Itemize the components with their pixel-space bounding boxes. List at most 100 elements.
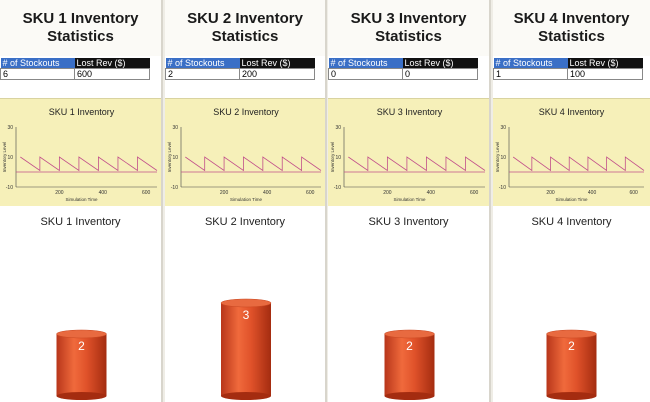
chart-title: SKU 2 Inventory (213, 107, 279, 117)
bar-title: SKU 1 Inventory (40, 216, 121, 228)
line-chart-panel[interactable]: SKU 2 Inventory 30 10 -10 200 400 600 Simulati… (165, 98, 325, 208)
x-tick-label: 600 (629, 190, 638, 196)
lost-rev-header: Lost Rev ($) (74, 58, 150, 69)
cylinder-gauge: 2 (384, 329, 435, 400)
cylinder-value-label: 2 (406, 339, 413, 353)
stats-table: # of Stockouts Lost Rev ($) 1 100 (493, 58, 643, 80)
stockouts-header: # of Stockouts (328, 58, 403, 69)
plot-area: 30 10 -10 200 400 600 Simulation Time Inventory… (167, 125, 322, 202)
y-tick-label: 30 (7, 125, 13, 131)
cylinder-bottom (546, 392, 597, 400)
cylinder-value-label: 3 (243, 308, 250, 322)
x-tick-label: 200 (220, 190, 229, 196)
inventory-line-chart: SKU 1 Inventory 30 10 -10 200 400 600 Simulati… (2, 107, 158, 202)
stockouts-value[interactable]: 1 (493, 68, 568, 80)
cylinder-value-label: 2 (78, 339, 85, 353)
x-tick-label: 200 (55, 190, 64, 196)
sku-title: SKU 2 Inventory Statistics (165, 0, 325, 56)
chart-title: SKU 1 Inventory (49, 107, 115, 117)
lost-rev-header: Lost Rev ($) (239, 58, 315, 69)
inventory-line-chart: SKU 2 Inventory 30 10 -10 200 400 600 Simulati… (167, 107, 322, 202)
stats-table-area: # of Stockouts Lost Rev ($) 1 100 (493, 56, 650, 98)
cylinder-top (220, 298, 272, 308)
lost-rev-value[interactable]: 0 (402, 68, 478, 80)
stats-table: # of Stockouts Lost Rev ($) 0 0 (328, 58, 478, 80)
y-tick-label: -10 (499, 185, 506, 191)
y-tick-label: 10 (172, 155, 178, 161)
y-tick-label: 10 (335, 155, 341, 161)
stockouts-header: # of Stockouts (0, 58, 75, 69)
lost-rev-header: Lost Rev ($) (567, 58, 643, 69)
cylinder-group: 3 (220, 298, 272, 400)
x-axis-label: Simulation Time (555, 197, 588, 202)
cylinder-gauge: 3 (220, 298, 272, 400)
cylinder-top (56, 329, 107, 339)
bar-panel[interactable]: SKU 3 Inventory 2 (328, 206, 489, 402)
line-chart-panel[interactable]: SKU 1 Inventory 30 10 -10 200 400 600 Simulati… (0, 98, 161, 208)
y-axis-label: Inventory Level (330, 142, 335, 173)
plot-area: 30 10 -10 200 400 600 Simulation Time Inventory… (2, 125, 158, 202)
sku-panel-1: SKU 1 Inventory Statistics # of Stockout… (0, 0, 163, 402)
plot-area: 30 10 -10 200 400 600 Simulation Time Inventory… (495, 125, 645, 202)
cylinder-body (546, 334, 597, 396)
x-tick-label: 400 (427, 190, 436, 196)
cylinder-gauge: 2 (56, 329, 107, 400)
lost-rev-value[interactable]: 600 (74, 68, 150, 80)
sku-title: SKU 4 Inventory Statistics (493, 0, 650, 56)
stats-table-area: # of Stockouts Lost Rev ($) 6 600 (0, 56, 161, 98)
line-chart-panel[interactable]: SKU 3 Inventory 30 10 -10 200 400 600 Simulati… (328, 98, 489, 208)
x-tick-label: 200 (383, 190, 392, 196)
stockouts-value[interactable]: 6 (0, 68, 75, 80)
chart-title: SKU 3 Inventory (377, 107, 443, 117)
chart-title: SKU 4 Inventory (539, 107, 605, 117)
x-tick-label: 400 (99, 190, 108, 196)
y-tick-label: 10 (500, 155, 506, 161)
x-axis-label: Simulation Time (65, 197, 98, 202)
stats-table: # of Stockouts Lost Rev ($) 6 600 (0, 58, 150, 80)
lost-rev-header: Lost Rev ($) (402, 58, 478, 69)
y-tick-label: -10 (171, 185, 178, 191)
sku-panel-3: SKU 3 Inventory Statistics # of Stockout… (328, 0, 491, 402)
cylinder-group: 2 (56, 329, 107, 400)
cylinder-value-label: 2 (568, 339, 575, 353)
cylinder-group: 2 (546, 329, 597, 400)
stats-table-area: # of Stockouts Lost Rev ($) 0 0 (328, 56, 489, 98)
x-axis-label: Simulation Time (230, 197, 263, 202)
lost-rev-value[interactable]: 200 (239, 68, 315, 80)
cylinder-group: 2 (384, 329, 435, 400)
stats-table-area: # of Stockouts Lost Rev ($) 2 200 (165, 56, 325, 98)
x-tick-label: 600 (142, 190, 151, 196)
sku-panel-2: SKU 2 Inventory Statistics # of Stockout… (165, 0, 327, 402)
bar-panel[interactable]: SKU 1 Inventory 2 (0, 206, 161, 402)
inventory-series-line (512, 156, 645, 172)
bar-title: SKU 2 Inventory (204, 216, 286, 228)
inventory-line-chart: SKU 3 Inventory 30 10 -10 200 400 600 Simulati… (330, 107, 486, 202)
lost-rev-value[interactable]: 100 (567, 68, 643, 80)
bar-title: SKU 4 Inventory (531, 216, 612, 228)
cylinder-top (384, 329, 435, 339)
cylinder-bottom (221, 392, 271, 400)
stats-table: # of Stockouts Lost Rev ($) 2 200 (165, 58, 315, 80)
x-tick-label: 400 (263, 190, 272, 196)
inventory-series-line (348, 156, 486, 172)
inventory-line-chart: SKU 4 Inventory 30 10 -10 200 400 600 Simulati… (495, 107, 645, 202)
cylinder-bottom (384, 392, 435, 400)
y-axis-label: Inventory Level (167, 142, 172, 173)
cylinder-body (56, 334, 107, 396)
line-chart-panel[interactable]: SKU 4 Inventory 30 10 -10 200 400 600 Simulati… (493, 98, 650, 208)
y-tick-label: 30 (500, 125, 506, 131)
bar-panel[interactable]: SKU 2 Inventory 3 (165, 206, 325, 402)
inventory-series-line (20, 156, 158, 172)
x-tick-label: 400 (588, 190, 597, 196)
bar-panel[interactable]: SKU 4 Inventory 2 (493, 206, 650, 402)
stockouts-header: # of Stockouts (493, 58, 568, 69)
cylinder-bottom (56, 392, 107, 400)
y-tick-label: 10 (7, 155, 13, 161)
stockouts-value[interactable]: 0 (328, 68, 403, 80)
cylinder-body (384, 334, 435, 396)
sku-title: SKU 3 Inventory Statistics (328, 0, 489, 56)
stockouts-value[interactable]: 2 (165, 68, 240, 80)
y-tick-label: -10 (334, 185, 341, 191)
x-tick-label: 200 (546, 190, 555, 196)
